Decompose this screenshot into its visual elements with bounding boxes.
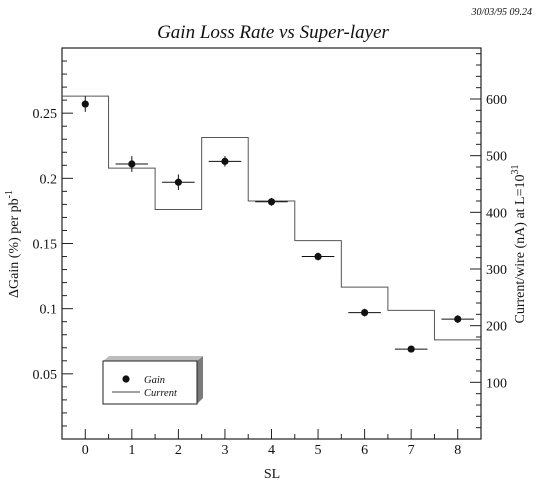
- y2-tick-label-4: 500: [486, 150, 507, 165]
- y-axis-label-sup: -1: [4, 190, 15, 198]
- y-tick-label-3: 0.2: [40, 172, 58, 187]
- x-axis-label: SL: [264, 467, 280, 482]
- x-tick-label-2: 2: [175, 443, 182, 458]
- y-axis-left: 0.05 0.1 0.15 0.2 0.25: [33, 47, 73, 440]
- y-tick-label-4: 0.25: [33, 107, 58, 122]
- y-tick-label-1: 0.1: [40, 303, 58, 318]
- x-tick-label-6: 6: [361, 443, 368, 458]
- chart-title: Gain Loss Rate vs Super-layer: [157, 22, 389, 43]
- x-tick-label-1: 1: [128, 443, 135, 458]
- gain-point-8: [454, 315, 462, 323]
- gain-point-3: [221, 157, 229, 165]
- legend-shadow-top: [103, 356, 203, 361]
- x-tick-label-0: 0: [82, 443, 89, 458]
- y-tick-label-2: 0.15: [33, 238, 58, 253]
- y-tick-label-0: 0.05: [33, 368, 58, 383]
- legend-shadow-side: [197, 356, 203, 404]
- gain-point-0: [81, 100, 89, 108]
- legend-gain-marker: [122, 375, 130, 383]
- gain-point-7: [407, 345, 415, 353]
- gain-point-2: [174, 178, 182, 186]
- current-histogram-line: [62, 95, 481, 341]
- gain-point-4: [267, 198, 276, 206]
- y2-axis-label-sup: 31: [510, 164, 521, 174]
- x-tick-label-8: 8: [454, 443, 461, 458]
- y2-axis-label: Current/wire (nA) at L=1031: [510, 164, 528, 323]
- x-tick-label-3: 3: [221, 443, 228, 458]
- y2-axis-label-main: Current/wire (nA) at L=10: [513, 174, 528, 323]
- gain-point-5: [314, 252, 322, 261]
- y2-tick-label-2: 300: [486, 263, 507, 278]
- x-axis: 0 1 2 3 4 5 6 7 8: [82, 429, 461, 458]
- y2-tick-label-3: 400: [486, 206, 507, 221]
- y2-tick-label-1: 200: [486, 320, 507, 335]
- gain-point-1: [128, 160, 136, 168]
- legend-gain-label: Gain: [144, 375, 165, 386]
- legend-box: [102, 360, 198, 405]
- y2-tick-label-0: 100: [486, 376, 507, 391]
- timestamp: 30/03/95 09.24: [470, 7, 532, 18]
- x-tick-label-4: 4: [268, 443, 275, 458]
- x-tick-label-5: 5: [315, 443, 322, 458]
- legend-current-label: Current: [144, 388, 178, 399]
- y-axis-label: ΔGain (%) per pb-1: [4, 190, 22, 298]
- gain-series: [81, 96, 475, 353]
- y-axis-right: 100 200 300 400 500 600: [470, 53, 507, 440]
- gain-point-6: [361, 308, 369, 317]
- y2-tick-label-5: 600: [486, 93, 507, 108]
- current-histogram: [62, 95, 481, 341]
- y-axis-label-main: ΔGain (%) per pb: [7, 198, 22, 298]
- legend: Gain Current: [102, 356, 203, 405]
- x-tick-label-7: 7: [408, 443, 415, 458]
